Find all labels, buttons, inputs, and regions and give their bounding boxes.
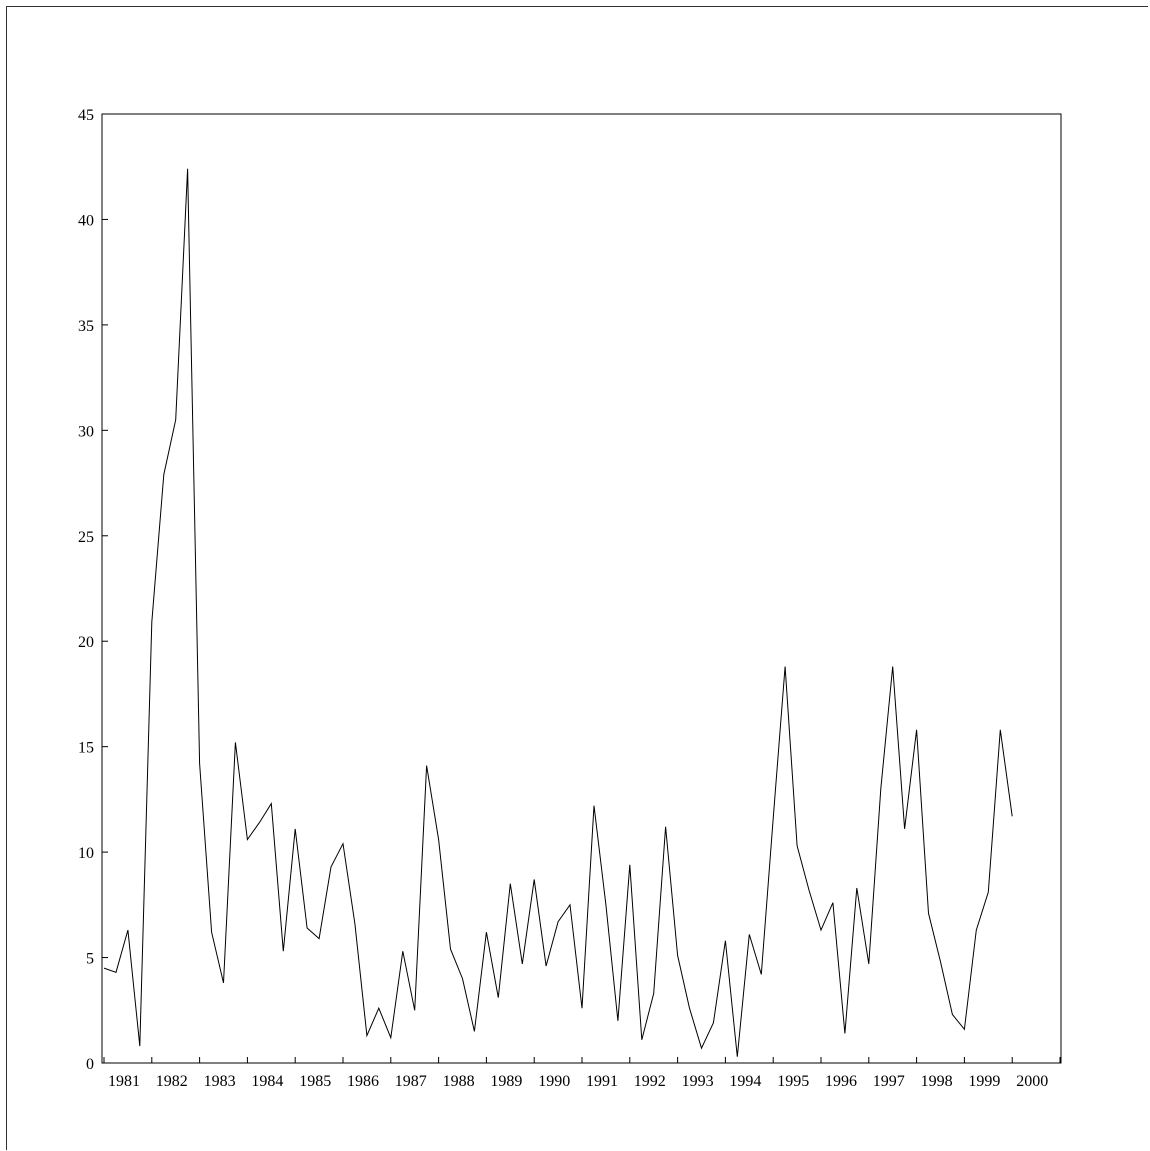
y-tick-label: 35 bbox=[78, 318, 94, 335]
x-tick-label: 1986 bbox=[347, 1073, 379, 1090]
x-tick-label: 1996 bbox=[825, 1073, 857, 1090]
x-tick-label: 1988 bbox=[443, 1073, 475, 1090]
x-tick-label: 1990 bbox=[538, 1073, 570, 1090]
x-tick-label: 1987 bbox=[395, 1073, 427, 1090]
x-tick-label: 1982 bbox=[156, 1073, 188, 1090]
x-tick-label: 1984 bbox=[251, 1073, 283, 1090]
y-tick-label: 10 bbox=[78, 845, 94, 862]
x-tick-label: 1989 bbox=[490, 1073, 522, 1090]
x-tick-label: 2000 bbox=[1016, 1073, 1048, 1090]
x-tick-label: 1991 bbox=[586, 1073, 618, 1090]
y-tick-label: 15 bbox=[78, 740, 94, 757]
plot-area-border bbox=[101, 113, 1062, 1064]
y-tick-label: 0 bbox=[86, 1056, 94, 1073]
y-tick-label: 5 bbox=[86, 951, 94, 968]
y-tick-label: 45 bbox=[78, 107, 94, 124]
y-tick-label: 20 bbox=[78, 634, 94, 651]
x-tick-label: 1981 bbox=[108, 1073, 140, 1090]
x-tick-label: 1998 bbox=[921, 1073, 953, 1090]
x-tick-label: 1997 bbox=[873, 1073, 905, 1090]
x-tick-label: 1994 bbox=[729, 1073, 761, 1090]
x-tick-label: 1993 bbox=[682, 1073, 714, 1090]
x-tick-label: 1992 bbox=[634, 1073, 666, 1090]
y-tick-label: 25 bbox=[78, 529, 94, 546]
x-tick-label: 1983 bbox=[204, 1073, 236, 1090]
y-tick-label: 40 bbox=[78, 212, 94, 229]
x-tick-label: 1999 bbox=[968, 1073, 1000, 1090]
figure-frame bbox=[6, 6, 1148, 1150]
series-line bbox=[103, 168, 1013, 1057]
x-tick-label: 1995 bbox=[777, 1073, 809, 1090]
x-tick-label: 1985 bbox=[299, 1073, 331, 1090]
y-tick-label: 30 bbox=[78, 423, 94, 440]
